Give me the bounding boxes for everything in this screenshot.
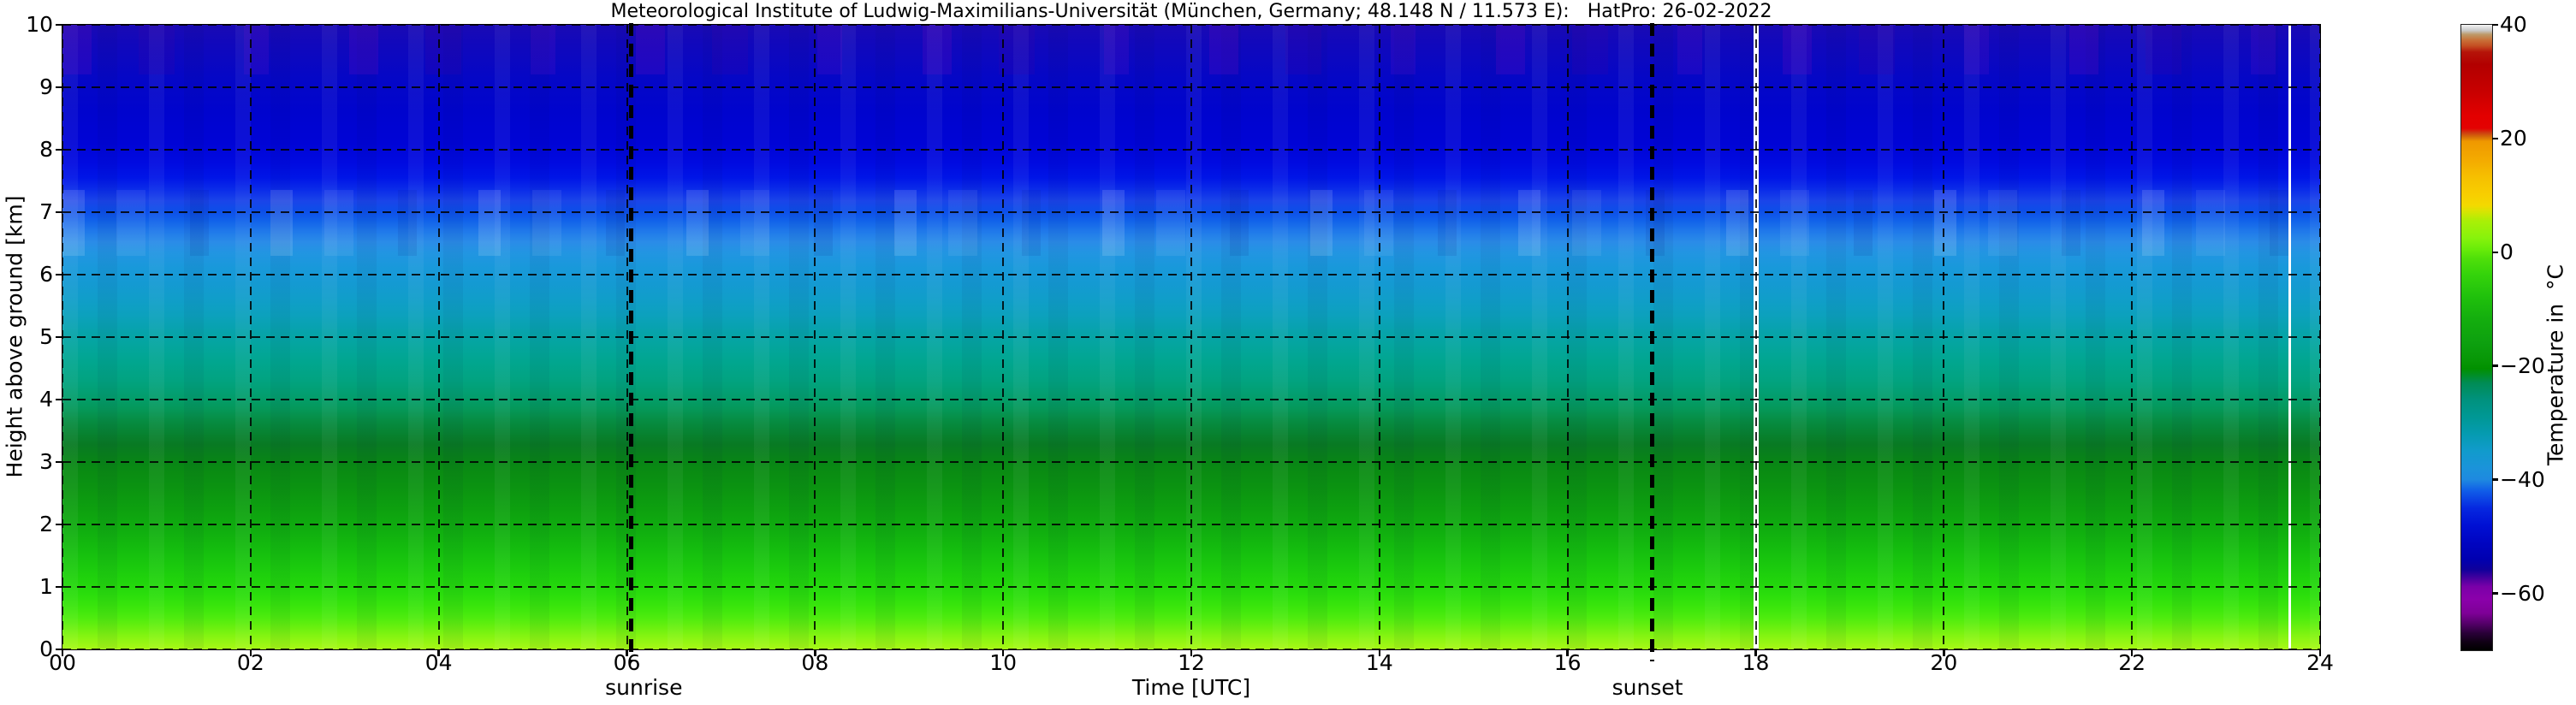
y-tick-label: 7 bbox=[39, 199, 53, 224]
x-tick-label: 02 bbox=[236, 650, 264, 675]
x-tick-mark bbox=[814, 649, 816, 656]
colorbar-tick-label: 40 bbox=[2500, 12, 2527, 37]
gridline-horizontal bbox=[62, 524, 2320, 525]
gridline-vertical bbox=[2319, 25, 2321, 649]
colorbar-tick-label: 0 bbox=[2500, 239, 2514, 264]
y-tick-mark bbox=[56, 398, 62, 401]
colorbar-tick-mark bbox=[2492, 592, 2498, 595]
y-tick-label: 6 bbox=[39, 262, 53, 287]
x-tick-mark bbox=[2318, 649, 2322, 656]
x-tick-label: 16 bbox=[1553, 650, 1582, 675]
gridline-horizontal bbox=[62, 649, 2320, 650]
x-tick-mark bbox=[1943, 649, 1945, 656]
x-tick-label: 22 bbox=[2118, 650, 2146, 675]
colorbar-tick-label: −40 bbox=[2500, 466, 2545, 492]
colorbar-tick-mark bbox=[2492, 478, 2498, 481]
x-tick-mark bbox=[1001, 649, 1005, 656]
colorbar-label: Temperature in °C bbox=[2543, 264, 2568, 465]
y-tick-label: 5 bbox=[39, 324, 53, 349]
gridline-horizontal bbox=[62, 336, 2320, 338]
x-tick-mark bbox=[1566, 649, 1569, 656]
colorbar-tick-label: 20 bbox=[2500, 125, 2527, 151]
colorbar-tick-mark bbox=[2492, 23, 2498, 27]
y-tick-label: 8 bbox=[39, 137, 53, 162]
colorbar-tick-label: −20 bbox=[2500, 352, 2545, 378]
sunset-label: sunset bbox=[1611, 675, 1683, 700]
x-tick-mark bbox=[437, 649, 440, 656]
x-axis-label: Time [UTC] bbox=[1131, 675, 1251, 700]
x-tick-label: 00 bbox=[49, 650, 76, 675]
y-tick-mark bbox=[56, 335, 62, 339]
x-tick-label: 06 bbox=[613, 650, 641, 675]
colorbar-tick-label: −60 bbox=[2500, 580, 2545, 606]
y-tick-label: 9 bbox=[39, 74, 53, 99]
gridline-horizontal bbox=[62, 461, 2320, 463]
x-tick-label: 24 bbox=[2306, 650, 2334, 675]
heatmap-plot bbox=[62, 23, 2321, 661]
y-tick-mark bbox=[56, 460, 62, 464]
x-tick-mark bbox=[61, 649, 64, 656]
x-tick-mark bbox=[249, 649, 252, 656]
x-tick-mark bbox=[1378, 649, 1381, 656]
gridline-horizontal bbox=[62, 86, 2320, 88]
sunrise-line bbox=[629, 23, 634, 661]
y-tick-mark bbox=[56, 210, 62, 214]
x-tick-label: 20 bbox=[1930, 650, 1958, 675]
colorbar-tick-mark bbox=[2492, 137, 2498, 140]
chart-title: Meteorological Institute of Ludwig-Maxim… bbox=[610, 1, 1772, 22]
gridline-horizontal bbox=[62, 149, 2320, 151]
y-tick-mark bbox=[56, 273, 62, 276]
x-tick-label: 08 bbox=[801, 650, 829, 675]
x-tick-label: 04 bbox=[424, 650, 453, 675]
y-tick-mark bbox=[56, 86, 62, 89]
y-tick-label: 3 bbox=[39, 449, 53, 474]
y-tick-label: 10 bbox=[26, 12, 53, 37]
gridline-horizontal bbox=[62, 399, 2320, 400]
gridline-horizontal bbox=[62, 586, 2320, 588]
x-tick-label: 10 bbox=[989, 650, 1018, 675]
x-tick-label: 12 bbox=[1178, 650, 1205, 675]
x-tick-mark bbox=[626, 649, 628, 656]
sunrise-label: sunrise bbox=[605, 675, 683, 700]
colorbar-tick-mark bbox=[2492, 251, 2498, 254]
y-tick-label: 0 bbox=[39, 637, 53, 661]
y-tick-mark bbox=[56, 23, 62, 27]
y-tick-mark bbox=[56, 148, 62, 151]
gridline-horizontal bbox=[62, 24, 2320, 26]
sunset-line bbox=[1650, 23, 1655, 661]
colorbar-tick-mark bbox=[2492, 364, 2498, 367]
colorbar bbox=[2460, 24, 2493, 651]
y-tick-label: 1 bbox=[39, 574, 53, 599]
y-tick-label: 2 bbox=[39, 512, 53, 536]
x-tick-mark bbox=[1190, 649, 1193, 656]
colorbar-gradient bbox=[2461, 25, 2492, 650]
x-tick-mark bbox=[2130, 649, 2134, 656]
y-tick-mark bbox=[56, 523, 62, 526]
gridlines-layer bbox=[62, 24, 2321, 650]
x-tick-mark bbox=[1754, 649, 1757, 656]
x-tick-label: 18 bbox=[1742, 650, 1770, 675]
gridline-horizontal bbox=[62, 274, 2320, 275]
y-tick-label: 4 bbox=[39, 387, 53, 412]
gridline-horizontal bbox=[62, 211, 2320, 213]
y-tick-mark bbox=[56, 585, 62, 589]
y-tick-mark bbox=[56, 648, 62, 651]
x-tick-label: 14 bbox=[1365, 650, 1393, 675]
